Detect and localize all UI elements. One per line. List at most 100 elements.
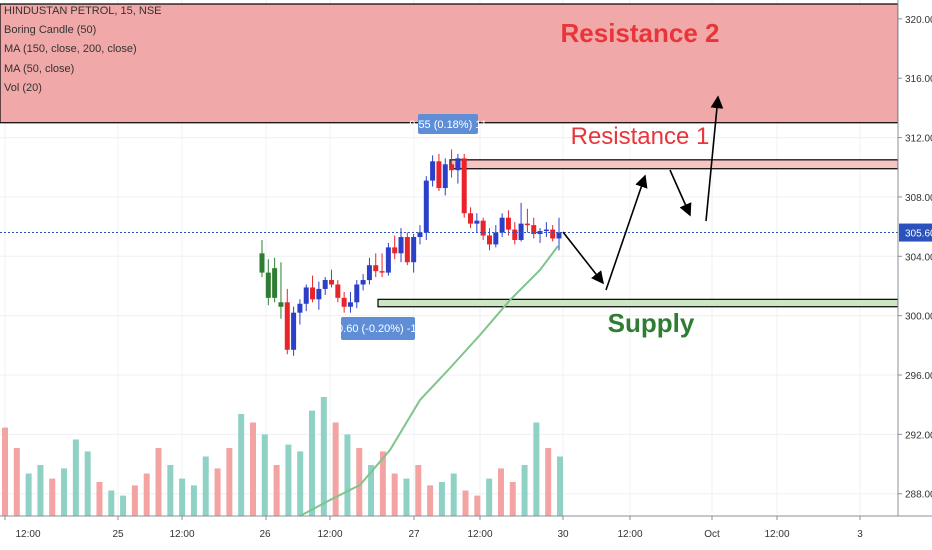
projection-arrow xyxy=(669,169,692,217)
candle-body xyxy=(272,268,278,298)
candle-body xyxy=(550,229,556,239)
volume-bar xyxy=(96,482,103,516)
candle-body xyxy=(556,232,562,239)
candle-body xyxy=(366,265,372,281)
volume-bar xyxy=(72,439,79,516)
candle-body xyxy=(316,288,322,300)
volume-bar xyxy=(238,414,245,516)
current-price-tag xyxy=(899,223,932,242)
candle-body xyxy=(385,247,391,273)
candle-body xyxy=(310,287,316,300)
time-tick-label: 27 xyxy=(408,529,420,540)
chart-legend: HINDUSTAN PETROL, 15, NSE Boring Candle … xyxy=(4,2,162,98)
candle-body xyxy=(322,280,328,289)
time-tick-label: 12:00 xyxy=(617,529,642,540)
volume-bar xyxy=(273,465,280,516)
time-tick-label: 12:00 xyxy=(467,529,492,540)
candle-body xyxy=(335,284,341,298)
time-tick-label: 12:00 xyxy=(15,529,40,540)
zone-resistance-1 xyxy=(449,159,899,170)
candle-body xyxy=(423,180,429,233)
legend-symbol: HINDUSTAN PETROL, 15, NSE xyxy=(4,5,162,17)
volume-bar xyxy=(557,456,563,516)
volume-bar xyxy=(120,495,127,516)
time-tick-label: 12:00 xyxy=(764,529,789,540)
time-tick-label: 3 xyxy=(857,529,863,540)
volume-bar xyxy=(285,444,292,516)
legend-indicator-ma-150: MA (150, close, 200, close) xyxy=(4,43,137,56)
candle-body xyxy=(512,229,518,240)
candle-body xyxy=(518,223,524,240)
legend-indicator-ma-50: MA (50, close) xyxy=(4,62,75,75)
volume-bar xyxy=(438,482,445,516)
volume-bar xyxy=(344,434,351,516)
volume-bar xyxy=(2,427,8,516)
current-price-label: 305.60 xyxy=(905,229,932,240)
volume-bar xyxy=(261,434,268,516)
price-tick-label: 320.00 xyxy=(905,15,932,26)
volume-bar xyxy=(84,451,91,516)
candle-body xyxy=(392,247,398,254)
volume-bar xyxy=(368,465,375,516)
volume-bar xyxy=(462,490,469,516)
volume-bar xyxy=(415,465,422,516)
candle-body xyxy=(493,232,499,245)
volume-bar xyxy=(143,473,150,516)
volume-bar xyxy=(533,422,540,516)
volume-bar xyxy=(356,448,363,516)
candle-body xyxy=(278,302,284,307)
candle-body xyxy=(474,220,480,224)
candle-body xyxy=(531,225,537,235)
volume-bar xyxy=(450,473,457,516)
time-tick-label: 30 xyxy=(557,529,569,540)
time-tick-label: 12:00 xyxy=(169,529,194,540)
candle-body xyxy=(259,253,265,273)
projection-arrow xyxy=(562,231,604,285)
candle-body xyxy=(442,164,448,189)
volume-bar xyxy=(108,490,115,516)
candle-body xyxy=(284,302,290,350)
volume-bar xyxy=(297,451,304,516)
zone-resistance-2 xyxy=(0,3,899,124)
candle-body xyxy=(373,265,379,272)
volume-bar xyxy=(497,468,504,516)
volume-bar xyxy=(179,478,186,516)
candle-body xyxy=(265,272,271,298)
candle-body xyxy=(303,287,309,304)
volume-bar xyxy=(521,465,528,516)
legend-indicator-boring-candle: Boring Candle (50) xyxy=(4,24,97,37)
price-tick-label: 296.00 xyxy=(905,371,932,382)
label-resistance-1: Resistance 1 xyxy=(571,123,710,150)
time-tick-label: 12:00 xyxy=(317,529,342,540)
volume-bar xyxy=(249,422,256,516)
candle-body xyxy=(455,158,461,171)
candle-body xyxy=(379,271,385,273)
price-axis-bg xyxy=(898,0,932,550)
candle-body xyxy=(499,217,505,233)
volume-bar xyxy=(320,397,327,516)
volume-bar xyxy=(131,485,138,516)
volume-bar xyxy=(202,456,209,516)
candle-body xyxy=(360,280,366,285)
price-tick-label: 292.00 xyxy=(905,430,932,441)
candle-body xyxy=(417,232,423,237)
price-tick-label: 304.00 xyxy=(905,252,932,263)
candle-body xyxy=(347,302,353,307)
high-info-label: 0.55 (0.18%) 11 xyxy=(409,119,486,131)
volume-bar xyxy=(13,448,20,516)
candle-body xyxy=(297,303,303,313)
volume-bar xyxy=(332,422,339,516)
projection-arrow xyxy=(705,95,724,222)
volume-bar xyxy=(61,468,68,516)
candle-body xyxy=(329,280,335,285)
volume-bar xyxy=(190,485,197,516)
time-tick-label: 26 xyxy=(259,529,271,540)
candle-body xyxy=(468,213,474,224)
candle-body xyxy=(354,284,360,303)
candle-body xyxy=(486,235,492,245)
candle-body xyxy=(404,236,410,263)
volume-bar xyxy=(545,448,552,516)
candle-body xyxy=(411,236,417,263)
volume-bar xyxy=(25,473,32,516)
